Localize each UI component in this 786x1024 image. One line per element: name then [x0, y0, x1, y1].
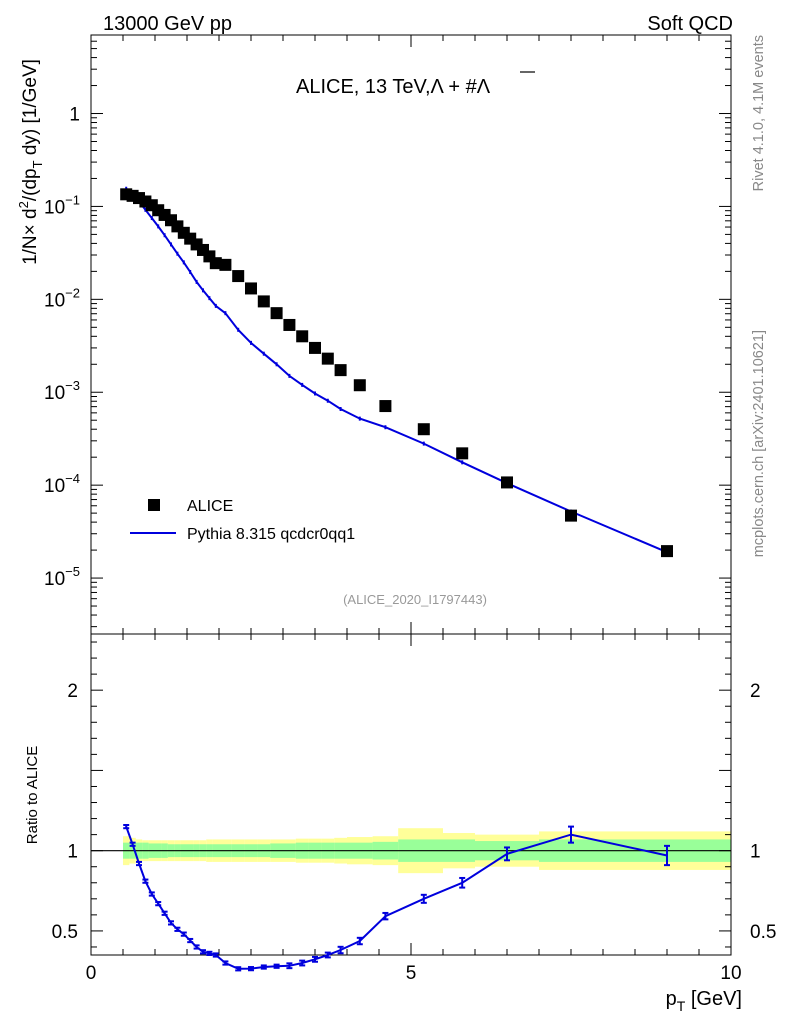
y-tick-label: 10−4	[44, 471, 80, 497]
x-tick-label: 0	[86, 963, 97, 984]
data-point	[232, 270, 245, 283]
legend-data-marker	[148, 499, 160, 511]
data-point	[334, 364, 347, 377]
y-tick-label: 10−3	[44, 378, 80, 404]
x-tick-label: 5	[406, 963, 417, 984]
legend: ALICE Pythia 8.315 qcdcr0qq1	[130, 498, 355, 543]
plot-title: ALICE, 13 TeV,Λ + #Λ	[296, 76, 491, 98]
ratio-y-tick-label: 2	[67, 681, 78, 702]
ratio-y-tick-label-right: 1	[750, 842, 761, 863]
x-tick-label: 10	[720, 963, 741, 984]
mc-series-line	[125, 187, 668, 554]
rivet-version-label: Rivet 4.1.0, 4.1M events	[751, 35, 767, 191]
ratio-y-tick-label: 1	[67, 842, 78, 863]
data-point	[501, 476, 513, 489]
legend-mc-label: Pythia 8.315 qcdcr0qq1	[187, 526, 355, 543]
y-tick-label: 10−2	[44, 285, 80, 311]
header-right-label: Soft QCD	[647, 13, 733, 35]
plot-title-particles: Λ + #Λ	[431, 76, 491, 98]
ratio-y-tick-label: 0.5	[52, 922, 78, 943]
ratio-plot-frame	[90, 633, 732, 956]
data-point	[296, 330, 309, 343]
y-axis-label: 1/N× d2/(dpT dy) [1/GeV]	[16, 59, 45, 265]
ratio-y-axis-label: Ratio to ALICE	[24, 746, 41, 844]
data-point	[321, 352, 334, 365]
data-point	[219, 258, 232, 271]
data-point	[209, 257, 222, 270]
main-plot-frame	[90, 34, 732, 635]
data-point	[417, 423, 430, 436]
y-tick-label: 1	[69, 105, 80, 126]
data-point	[245, 282, 257, 295]
data-point	[257, 295, 270, 308]
data-point	[309, 341, 321, 354]
data-point	[203, 250, 216, 263]
main-plot-panel: 10−5 10−4 10−3 10−2 10−1 1	[44, 34, 732, 635]
y-tick-label: 10−5	[44, 564, 80, 590]
data-point	[270, 307, 283, 320]
data-point	[379, 400, 392, 413]
data-point	[456, 447, 469, 460]
y-tick-label: 10−1	[44, 192, 80, 218]
legend-data-label: ALICE	[187, 498, 233, 515]
ratio-plot-panel: 0 5 10 0.5 0.5 1 1 2 2	[52, 633, 776, 984]
data-point	[353, 379, 366, 392]
data-point	[283, 318, 296, 331]
ratio-y-tick-label-right: 2	[750, 681, 761, 702]
ratio-y-tick-label-right: 0.5	[750, 922, 776, 943]
data-point	[565, 509, 577, 522]
data-point	[661, 545, 673, 558]
analysis-id-label: (ALICE_2020_I1797443)	[343, 592, 487, 607]
mcplots-label: mcplots.cern.ch [arXiv:2401.10621]	[751, 330, 767, 557]
x-axis-label: pT [GeV]	[666, 988, 742, 1014]
header-left-label: 13000 GeV pp	[103, 13, 232, 35]
